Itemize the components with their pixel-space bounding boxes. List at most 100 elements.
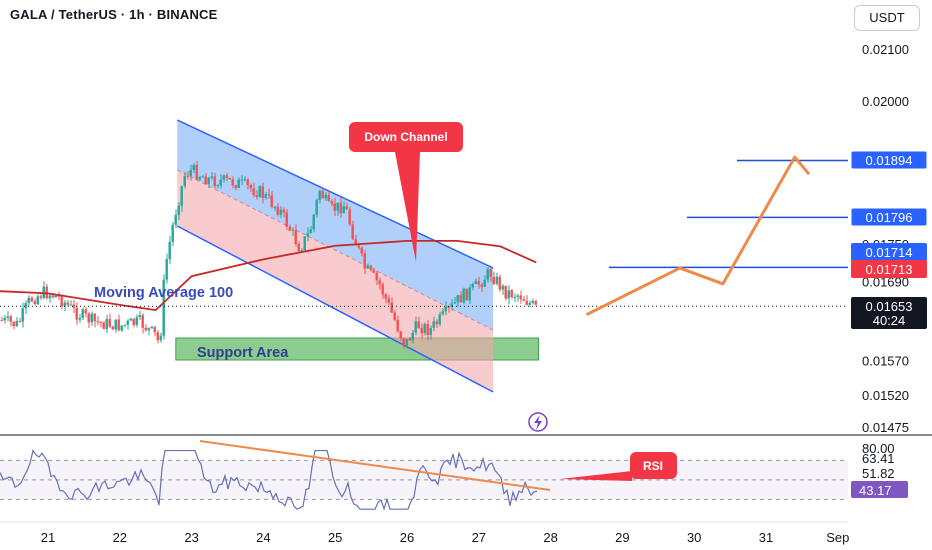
price-axis-label: 0.01713 [866, 262, 913, 277]
candle-body [291, 229, 294, 231]
candle-body [258, 186, 261, 198]
rsi-value-label: 43.17 [859, 483, 892, 498]
candle-body [528, 302, 531, 305]
candle-body [426, 324, 429, 335]
candle-body [333, 203, 336, 211]
candle-body [393, 312, 396, 320]
channel-upper-line [176, 119, 494, 269]
candle-body [108, 319, 111, 327]
candle-body [261, 186, 264, 198]
candle-body [453, 302, 456, 304]
price-axis-label: 0.01796 [866, 210, 913, 225]
candle-body [321, 190, 324, 199]
candle-body [60, 296, 63, 307]
candle-body [360, 247, 363, 254]
candle-body [324, 195, 327, 199]
candle-body [423, 324, 426, 334]
candle-body [195, 164, 198, 180]
price-axis-label-bg [851, 311, 927, 329]
candle-body [186, 175, 189, 177]
time-tick-label: 28 [543, 530, 557, 545]
candle-body [441, 311, 444, 315]
price-tick-label: 0.02000 [862, 94, 909, 109]
price-axis-label: 0.01714 [866, 245, 913, 260]
lightning-icon-bolt [534, 415, 542, 430]
time-tick-label: 24 [256, 530, 270, 545]
candle-body [432, 321, 435, 328]
candle-body [72, 304, 75, 308]
rsi-trendline [199, 440, 551, 491]
down-channel-label: Down Channel [364, 130, 447, 144]
candle-body [234, 185, 237, 189]
candle-body [525, 300, 528, 305]
candle-body [213, 176, 216, 187]
candle-body [510, 290, 513, 298]
candle-body [522, 299, 525, 301]
candle-body [315, 199, 318, 215]
candle-body [9, 316, 12, 322]
candle-body [447, 306, 450, 308]
candle-body [336, 202, 339, 211]
candle-body [36, 296, 39, 305]
candle-body [408, 338, 411, 341]
candle-body [297, 243, 300, 252]
candle-body [144, 327, 147, 331]
candle-body [285, 212, 288, 227]
candle-body [57, 295, 60, 297]
candle-body [378, 280, 381, 285]
price-axis-label-bg [851, 260, 927, 278]
candle-body [243, 179, 246, 181]
candle-body [399, 331, 402, 339]
candle-body [39, 296, 42, 298]
candle-body [117, 319, 120, 331]
moving-average-label: Moving Average 100 [94, 285, 233, 301]
candle-body [396, 319, 399, 332]
candle-body [69, 304, 72, 306]
rsi-callout-label: RSI [643, 459, 663, 473]
candle-body [474, 281, 477, 285]
candle-body [201, 176, 204, 178]
candle-body [312, 214, 315, 230]
candle-body [366, 265, 369, 269]
candle-body [51, 295, 54, 298]
candle-body [21, 308, 24, 322]
currency-selector-button[interactable]: USDT [854, 5, 920, 31]
price-axis-label-bg [850, 207, 928, 227]
candle-body [129, 318, 132, 321]
candle-body [357, 245, 360, 248]
candle-body [429, 327, 432, 335]
candle-body [519, 295, 522, 300]
price-axis-label: 40:24 [873, 313, 906, 328]
candle-body [384, 294, 387, 299]
candle-body [222, 175, 225, 180]
candle-body [456, 295, 459, 303]
rsi-tick-label: 51.82 [862, 466, 895, 481]
candle-body [156, 332, 159, 341]
candle-body [177, 205, 180, 216]
time-tick-label: 21 [41, 530, 55, 545]
candle-body [330, 201, 333, 204]
candle-body [99, 321, 102, 323]
candle-body [231, 179, 234, 186]
candle-body [123, 324, 126, 326]
candle-body [84, 309, 87, 314]
moving-average-100-line [0, 239, 537, 312]
candle-body [15, 321, 18, 327]
candle-body [114, 319, 117, 330]
candle-body [192, 164, 195, 170]
candle-body [489, 268, 492, 277]
candle-body [27, 297, 30, 304]
candle-body [63, 302, 66, 307]
candle-body [345, 206, 348, 210]
time-tick-label: 26 [400, 530, 414, 545]
price-axis-label-bg [851, 243, 927, 261]
candle-body [216, 185, 219, 187]
candle-body [219, 179, 222, 186]
candle-body [504, 285, 507, 299]
price-tick-label: 0.01520 [862, 388, 909, 403]
candle-body [135, 317, 138, 325]
candle-body [165, 258, 168, 280]
channel-mid-line [177, 169, 494, 331]
candle-body [507, 290, 510, 299]
